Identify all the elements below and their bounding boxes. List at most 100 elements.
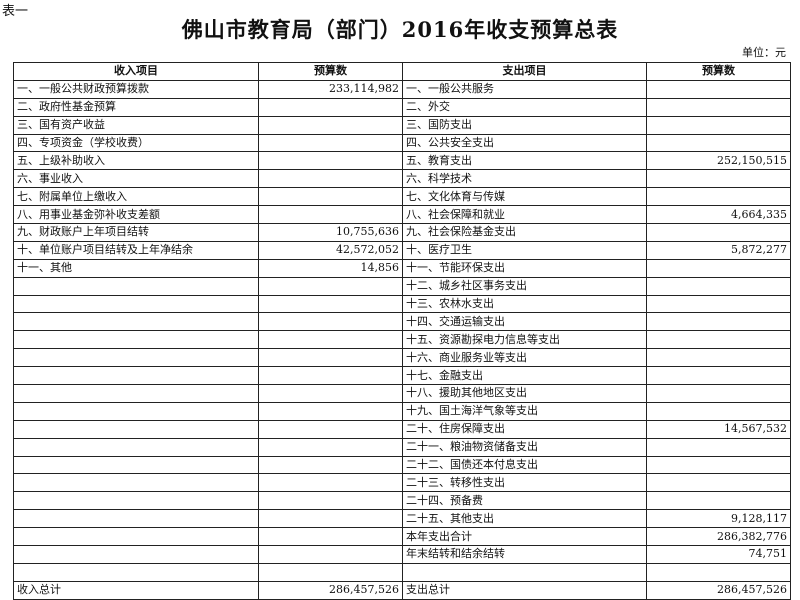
expense-amount-cell <box>646 366 791 386</box>
expense-amount-cell <box>646 384 791 403</box>
income-amount-cell <box>258 133 403 153</box>
income-amount-cell <box>258 187 403 207</box>
expense-amount-cell <box>646 97 791 117</box>
income-amount-cell <box>258 545 403 564</box>
income-amount-cell <box>258 366 403 386</box>
income-amount-cell: 233,114,982 <box>258 79 403 99</box>
income-item-cell: 六、事业收入 <box>13 169 259 189</box>
income-item-cell: 一、一般公共财政预算拨款 <box>13 79 259 99</box>
table-row: 年末结转和结余结转 74,751 <box>13 545 791 564</box>
table-row: 二、政府性基金预算 二、外交 <box>13 97 791 117</box>
expense-item-cell: 十四、交通运输支出 <box>402 312 647 332</box>
table-row: 十八、援助其他地区支出 <box>13 384 791 403</box>
income-item-cell <box>13 348 259 368</box>
table-row: 二十一、粮油物资储备支出 <box>13 437 791 457</box>
income-item-cell <box>13 330 259 350</box>
income-amount-cell <box>258 205 403 225</box>
expense-item-cell: 二十五、其他支出 <box>402 509 647 529</box>
expense-item-cell: 十、医疗卫生 <box>402 240 647 260</box>
table-row: 收入总计 286,457,526 支出总计 286,457,526 <box>13 580 791 600</box>
table-row <box>13 562 791 582</box>
expense-item-cell: 二十四、预备费 <box>402 491 647 511</box>
table-row: 四、专项资金（学校收费） 四、公共安全支出 <box>13 133 791 153</box>
table-row: 二十五、其他支出 9,128,117 <box>13 509 791 529</box>
income-item-cell <box>13 473 259 493</box>
income-item-cell <box>13 455 259 475</box>
expense-item-cell: 九、社会保险基金支出 <box>402 223 647 242</box>
income-amount-cell <box>258 294 403 314</box>
expense-amount-cell: 252,150,515 <box>646 151 791 171</box>
expense-item-cell: 十七、金融支出 <box>402 366 647 386</box>
income-item-cell <box>13 366 259 386</box>
header-income-item: 收入项目 <box>13 62 259 81</box>
table-header-row: 收入项目 预算数 支出项目 预算数 <box>13 62 791 81</box>
expense-item-cell: 本年支出合计 <box>402 527 647 547</box>
table-row: 十九、国土海洋气象等支出 <box>13 401 791 421</box>
income-amount-cell <box>258 491 403 511</box>
expense-item-cell: 一、一般公共服务 <box>402 79 647 99</box>
expense-item-cell: 十三、农林水支出 <box>402 294 647 314</box>
income-item-cell <box>13 562 259 582</box>
expense-item-cell: 五、教育支出 <box>402 151 647 171</box>
income-amount-cell <box>258 312 403 332</box>
income-amount-cell <box>258 151 403 171</box>
expense-item-cell: 三、国防支出 <box>402 115 647 135</box>
expense-item-cell: 四、公共安全支出 <box>402 133 647 153</box>
expense-amount-cell <box>646 115 791 135</box>
table-row: 本年支出合计 286,382,776 <box>13 527 791 547</box>
income-amount-cell: 10,755,636 <box>258 223 403 242</box>
expense-amount-cell <box>646 473 791 493</box>
income-item-cell: 四、专项资金（学校收费） <box>13 133 259 153</box>
income-amount-cell <box>258 437 403 457</box>
income-amount-cell <box>258 419 403 439</box>
table-row: 六、事业收入 六、科学技术 <box>13 169 791 189</box>
expense-amount-cell <box>646 187 791 207</box>
income-item-cell <box>13 437 259 457</box>
income-amount-cell: 286,457,526 <box>258 580 403 600</box>
income-item-cell <box>13 491 259 511</box>
expense-amount-cell <box>646 258 791 278</box>
expense-amount-cell <box>646 276 791 296</box>
income-item-cell: 二、政府性基金预算 <box>13 97 259 117</box>
expense-item-cell: 二十二、国债还本付息支出 <box>402 455 647 475</box>
expense-amount-cell <box>646 133 791 153</box>
expense-item-cell: 十八、援助其他地区支出 <box>402 384 647 403</box>
table-row: 二十四、预备费 <box>13 491 791 511</box>
unit-label: 单位：元 <box>742 46 786 59</box>
income-amount-cell <box>258 401 403 421</box>
expense-amount-cell <box>646 562 791 582</box>
income-item-cell: 八、用事业基金弥补收支差额 <box>13 205 259 225</box>
income-item-cell <box>13 384 259 403</box>
expense-amount-cell <box>646 401 791 421</box>
expense-item-cell: 十六、商业服务业等支出 <box>402 348 647 368</box>
expense-item-cell: 二十一、粮油物资储备支出 <box>402 437 647 457</box>
expense-item-cell: 八、社会保障和就业 <box>402 205 647 225</box>
expense-amount-cell <box>646 169 791 189</box>
header-expense-amount: 预算数 <box>646 62 791 81</box>
table-row: 五、上级补助收入 五、教育支出 252,150,515 <box>13 151 791 171</box>
expense-item-cell: 二、外交 <box>402 97 647 117</box>
income-item-cell: 三、国有资产收益 <box>13 115 259 135</box>
expense-amount-cell <box>646 455 791 475</box>
income-item-cell <box>13 294 259 314</box>
income-item-cell <box>13 527 259 547</box>
table-row: 二十三、转移性支出 <box>13 473 791 493</box>
income-item-cell <box>13 276 259 296</box>
expense-item-cell: 七、文化体育与传媒 <box>402 187 647 207</box>
table-label: 表一 <box>2 4 29 19</box>
expense-amount-cell: 74,751 <box>646 545 791 564</box>
income-item-cell: 十一、其他 <box>13 258 259 278</box>
budget-table: 收入项目 预算数 支出项目 预算数 一、一般公共财政预算拨款 233,114,98… <box>13 62 791 600</box>
expense-item-cell <box>402 562 647 582</box>
table-row: 十三、农林水支出 <box>13 294 791 314</box>
table-row: 十五、资源勘探电力信息等支出 <box>13 330 791 350</box>
table-row: 十二、城乡社区事务支出 <box>13 276 791 296</box>
income-amount-cell <box>258 330 403 350</box>
income-amount-cell <box>258 527 403 547</box>
table-row: 十六、商业服务业等支出 <box>13 348 791 368</box>
expense-item-cell: 十一、节能环保支出 <box>402 258 647 278</box>
expense-amount-cell <box>646 330 791 350</box>
expense-item-cell: 十五、资源勘探电力信息等支出 <box>402 330 647 350</box>
table-row: 二十二、国债还本付息支出 <box>13 455 791 475</box>
income-item-cell <box>13 509 259 529</box>
